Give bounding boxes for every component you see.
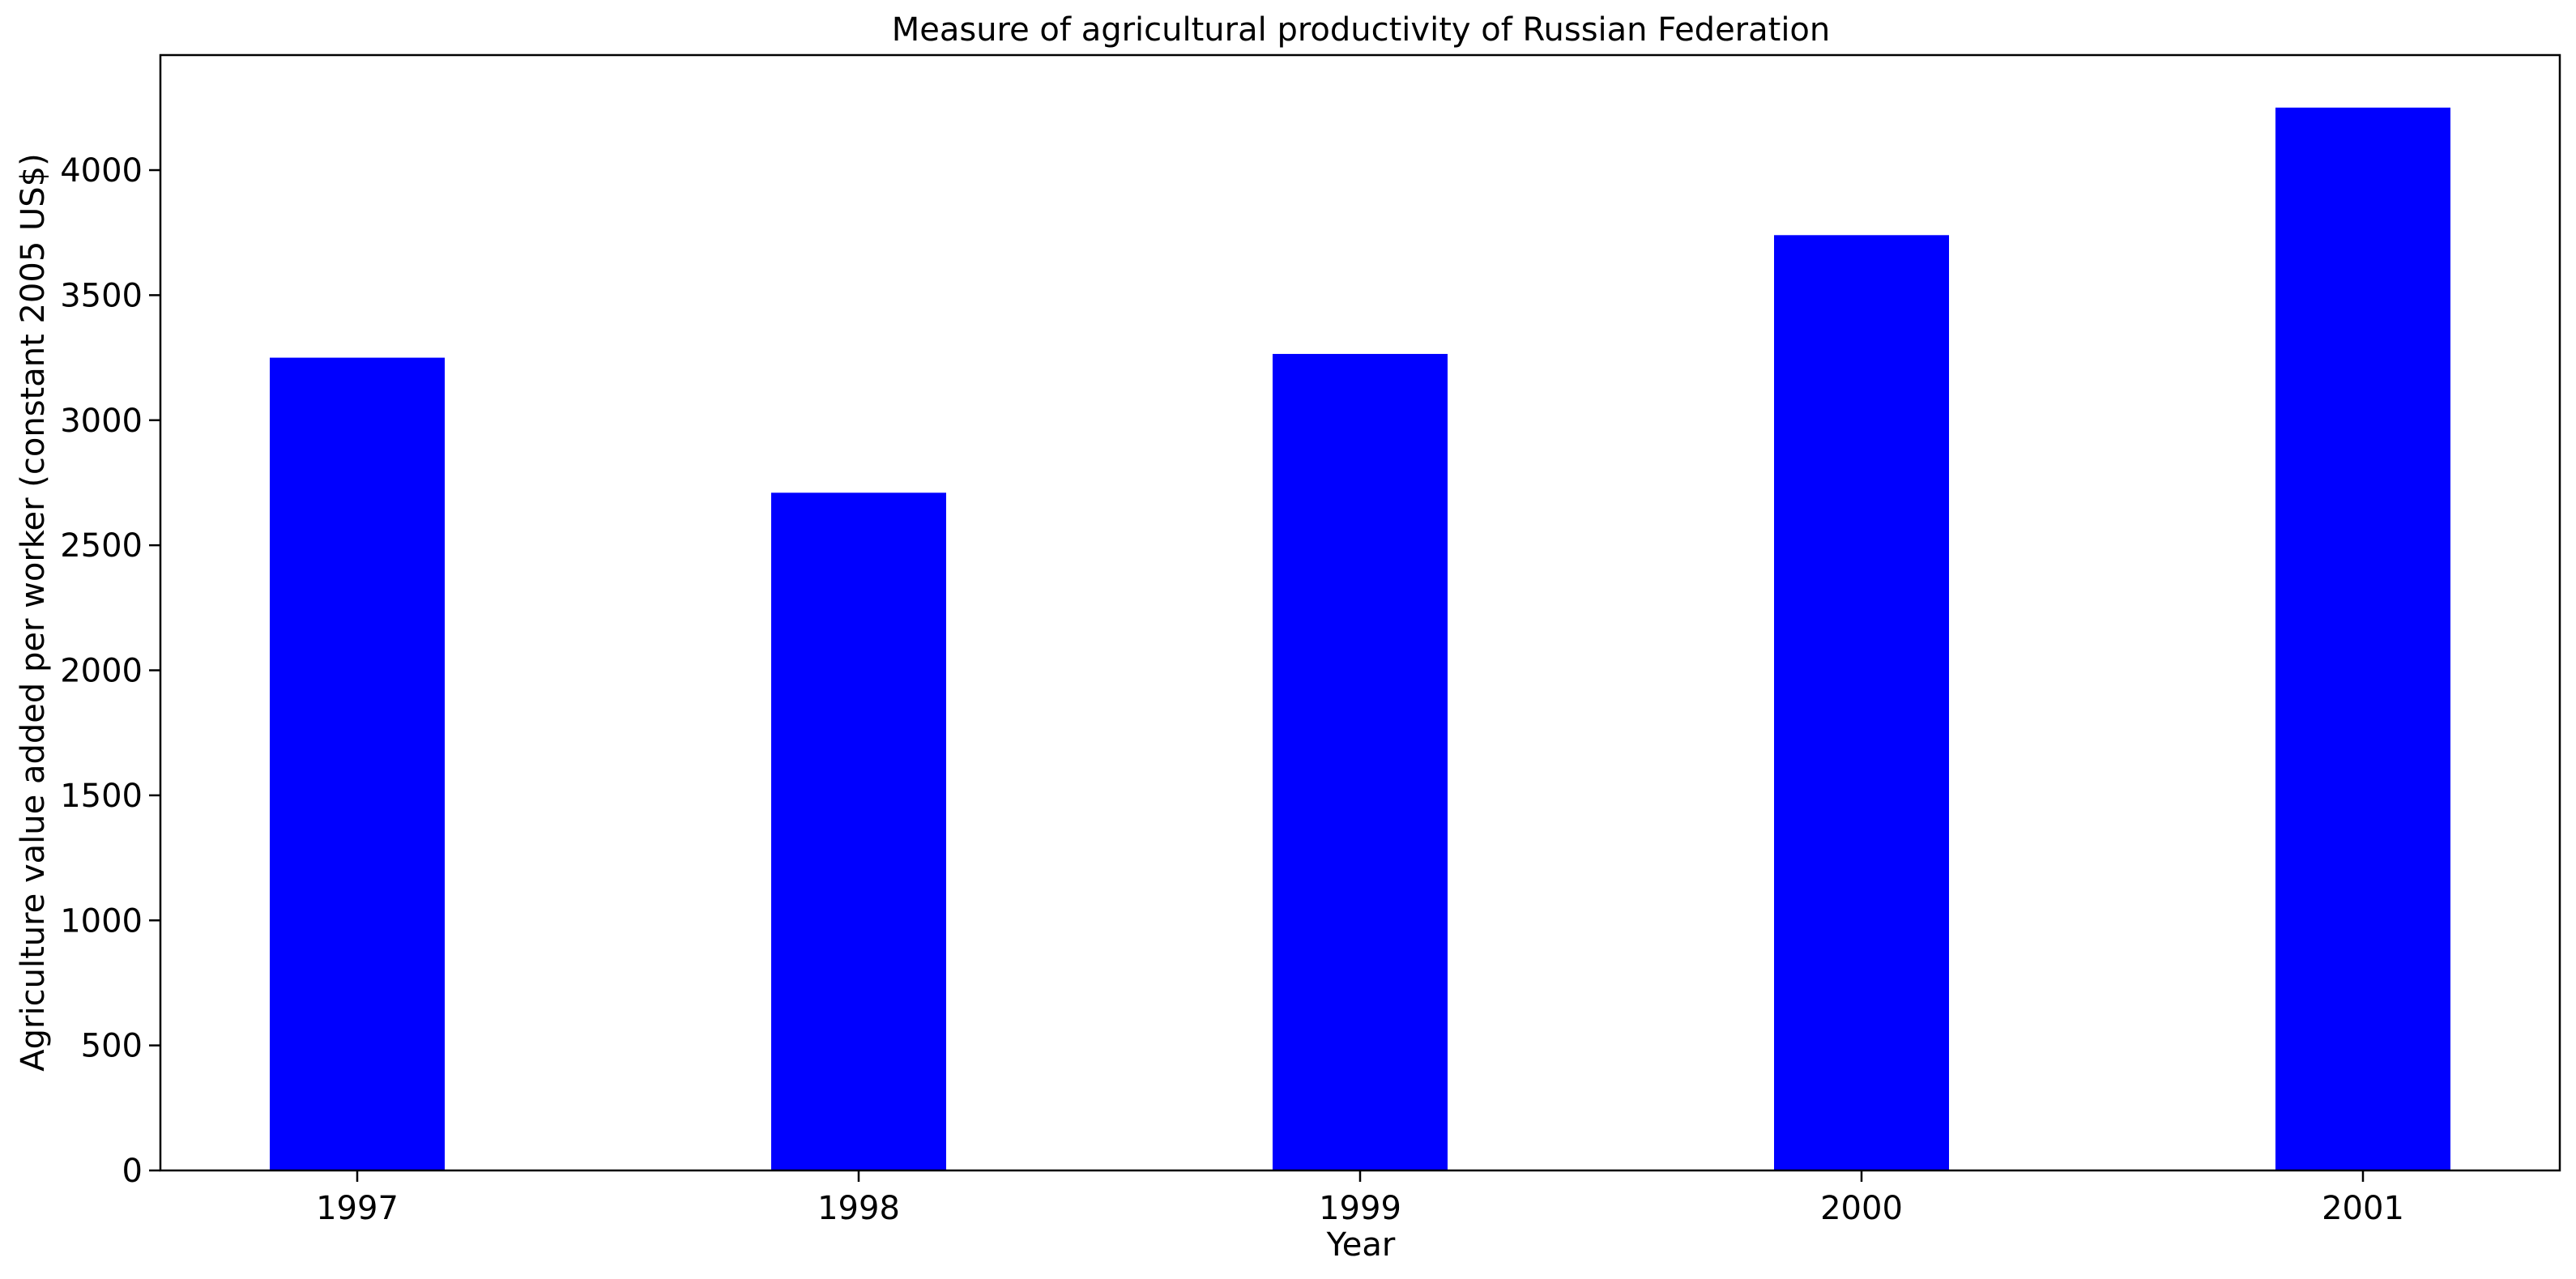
y-tick-label: 1500 <box>60 778 143 815</box>
bar-2001 <box>2275 107 2450 1171</box>
y-tick-label: 500 <box>81 1028 143 1065</box>
y-tick-label: 3500 <box>60 277 143 314</box>
x-tick-label: 1998 <box>817 1190 900 1227</box>
x-axis-label: Year <box>1326 1226 1396 1264</box>
x-tick-label: 2001 <box>2322 1190 2404 1227</box>
bar-1998 <box>771 492 946 1170</box>
y-tick-label: 1000 <box>60 902 143 940</box>
bars-group <box>270 107 2450 1171</box>
x-tick-label: 1997 <box>316 1190 399 1227</box>
y-tick-label: 2500 <box>60 527 143 565</box>
x-axis-ticks: 1997 1998 1999 2000 2001 <box>316 1170 2404 1227</box>
chart-title: Measure of agricultural productivity of … <box>892 11 1831 49</box>
y-tick-label: 0 <box>122 1153 143 1190</box>
y-axis-label: Agriculture value added per worker (cons… <box>15 153 52 1071</box>
bar-2000 <box>1774 235 1949 1171</box>
y-tick-label: 3000 <box>60 403 143 440</box>
y-tick-label: 4000 <box>60 152 143 190</box>
x-tick-label: 2000 <box>1820 1190 1903 1227</box>
y-axis-ticks: 0 500 1000 1500 2000 2500 3000 3500 4000 <box>60 152 160 1190</box>
bar-1999 <box>1273 353 1448 1170</box>
plot-area-frame <box>159 53 2561 1172</box>
y-tick-label: 2000 <box>60 653 143 690</box>
bar-1997 <box>270 357 445 1171</box>
x-tick-label: 1999 <box>1319 1190 1401 1227</box>
